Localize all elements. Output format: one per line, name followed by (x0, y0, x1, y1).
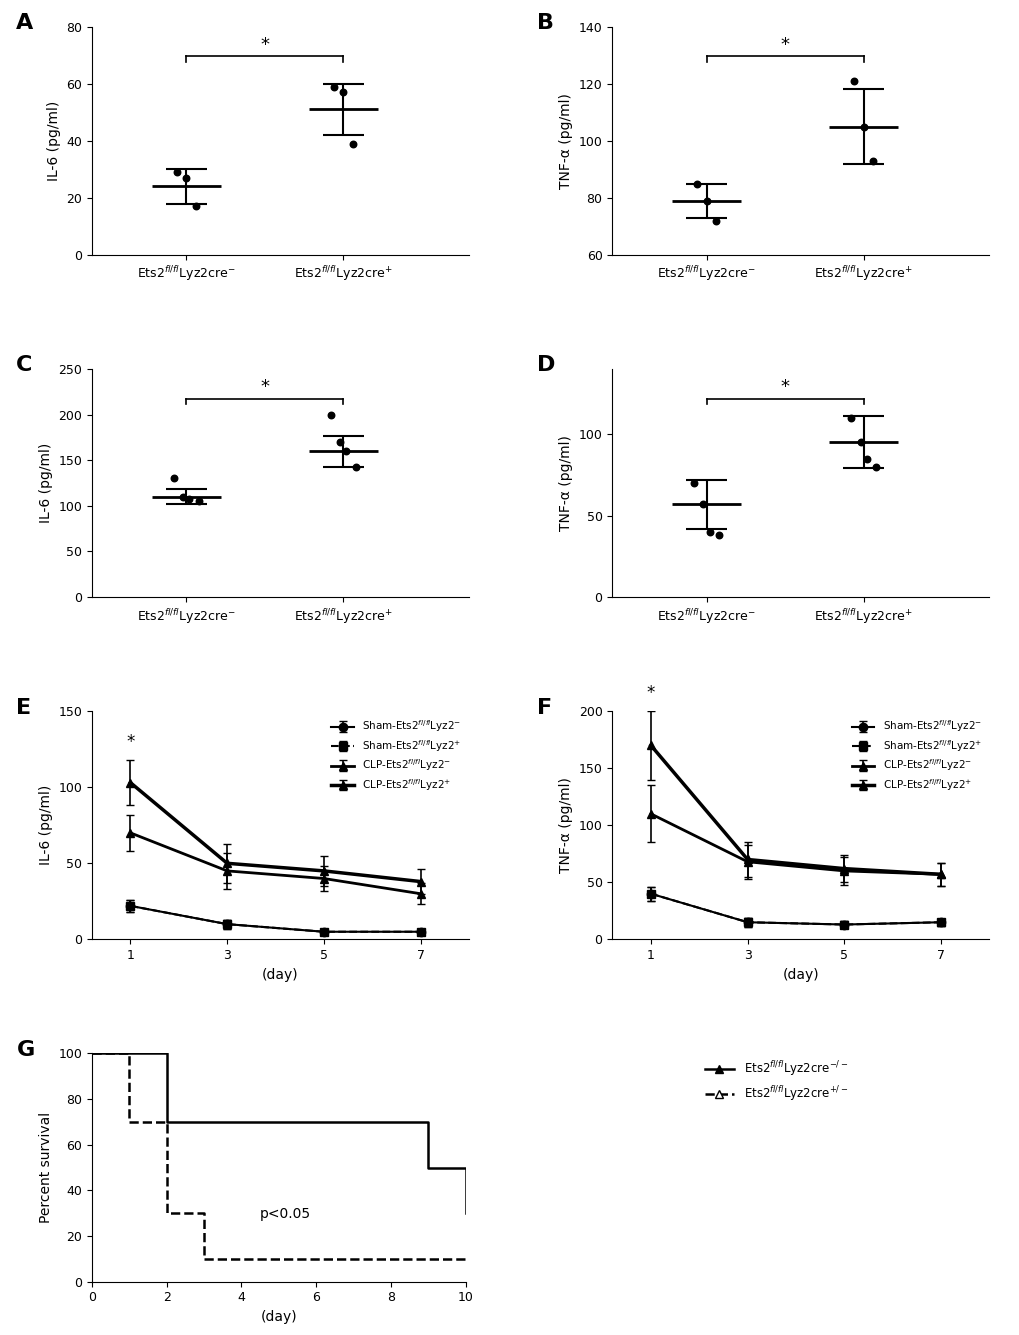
Text: G: G (17, 1040, 36, 1060)
Point (334, 81, 351, 103)
Point (688, 172, 704, 194)
Y-axis label: IL-6 (pg/ml): IL-6 (pg/ml) (47, 100, 60, 182)
Point (322, 405, 338, 426)
Y-axis label: TNF-α (pg/ml): TNF-α (pg/ml) (558, 777, 573, 873)
X-axis label: (day): (day) (262, 968, 299, 981)
Point (864, 150, 880, 171)
Point (177, 167, 194, 188)
Point (168, 162, 184, 183)
Y-axis label: IL-6 (pg/ml): IL-6 (pg/ml) (39, 443, 53, 523)
Y-axis label: TNF-α (pg/ml): TNF-α (pg/ml) (558, 435, 573, 531)
Text: *: * (260, 36, 269, 55)
Point (695, 494, 711, 515)
Point (707, 210, 723, 231)
Point (331, 431, 347, 453)
Y-axis label: Percent survival: Percent survival (39, 1112, 53, 1223)
Legend: Sham-Ets2$^{fl/fl}$Lyz2$^{-}$, Sham-Ets2$^{fl/fl}$Lyz2$^{+}$, CLP-Ets2$^{fl/fl}$: Sham-Ets2$^{fl/fl}$Lyz2$^{-}$, Sham-Ets2… (329, 717, 464, 794)
Point (174, 486, 191, 507)
Point (187, 196, 204, 218)
Point (685, 473, 701, 494)
Text: E: E (16, 697, 32, 717)
Text: D: D (536, 355, 554, 375)
Point (338, 441, 355, 462)
Point (701, 521, 717, 542)
X-axis label: (day): (day) (260, 1310, 297, 1324)
Point (858, 449, 874, 470)
Point (842, 407, 858, 429)
Legend: Sham-Ets2$^{fl/fl}$Lyz2$^{-}$, Sham-Ets2$^{fl/fl}$Lyz2$^{+}$, CLP-Ets2$^{fl/fl}$: Sham-Ets2$^{fl/fl}$Lyz2$^{-}$, Sham-Ets2… (849, 717, 983, 794)
Legend: Ets2$^{fl/fl}$Lyz2cre$^{-/-}$, Ets2$^{fl/fl}$Lyz2cre$^{+/-}$: Ets2$^{fl/fl}$Lyz2cre$^{-/-}$, Ets2$^{fl… (699, 1055, 852, 1108)
Point (710, 525, 727, 546)
Text: *: * (780, 36, 789, 55)
Point (846, 71, 862, 92)
Point (698, 190, 714, 211)
X-axis label: (day): (day) (782, 968, 818, 981)
Point (191, 490, 207, 511)
Text: C: C (16, 355, 33, 375)
Text: *: * (126, 733, 135, 750)
Y-axis label: TNF-α (pg/ml): TNF-α (pg/ml) (558, 93, 573, 188)
Point (347, 457, 364, 478)
Text: A: A (16, 13, 34, 33)
Text: F: F (536, 697, 551, 717)
Point (165, 467, 181, 489)
Text: p<0.05: p<0.05 (260, 1207, 311, 1220)
Text: *: * (260, 378, 269, 396)
Text: *: * (646, 684, 654, 702)
Point (325, 76, 341, 97)
Point (855, 116, 871, 138)
Text: *: * (780, 378, 789, 396)
Point (852, 431, 868, 453)
Point (181, 487, 198, 509)
Y-axis label: IL-6 (pg/ml): IL-6 (pg/ml) (39, 785, 53, 865)
Point (344, 134, 361, 155)
Text: B: B (536, 13, 553, 33)
Point (867, 457, 883, 478)
